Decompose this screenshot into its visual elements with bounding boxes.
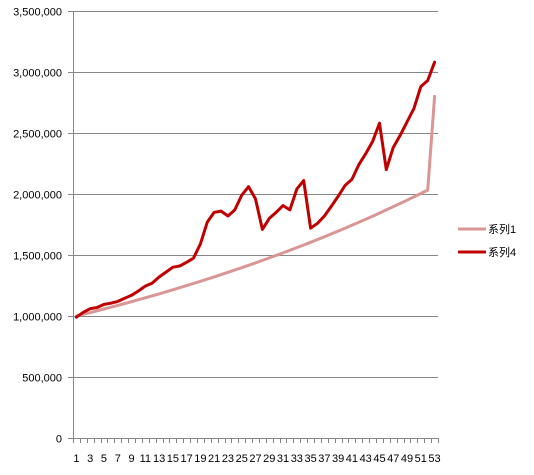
x-tick-label: 3 [87,453,93,465]
gridlines [73,11,438,378]
legend-label: 系列1 [488,222,516,236]
y-tick-label: 3,500,000 [13,7,62,19]
series-lines [74,60,437,319]
x-tick-label: 43 [360,453,372,465]
x-tick-label: 39 [332,453,344,465]
x-tick-label: 15 [167,453,179,465]
x-tick-label: 13 [153,453,165,465]
y-tick-label: 2,000,000 [13,190,62,202]
y-tick-label: 500,000 [22,373,62,385]
y-tick-label: 2,500,000 [13,129,62,141]
x-tick-label: 31 [277,453,289,465]
x-tick-label: 7 [115,453,121,465]
x-tick-label: 33 [291,453,303,465]
x-tick-label: 29 [263,453,275,465]
x-tick-label: 25 [236,453,248,465]
x-tick-label: 23 [222,453,234,465]
x-tick-label: 35 [304,453,316,465]
x-tick-labels: 1 3 5 7 9 11 13 15 17 19 21 23 25 27 29 31 33 35 37 39 41 43 4… [73,453,440,465]
y-tick-label: 3,000,000 [13,68,62,80]
series-line-1 [74,94,437,318]
legend-label: 系列4 [488,245,516,259]
x-tick-label: 27 [249,453,261,465]
x-tick-label: 51 [415,453,427,465]
y-tick-label: 1,000,000 [13,312,62,324]
x-tick-label: 45 [373,453,385,465]
x-tick-label: 49 [401,453,413,465]
x-tick-label: 17 [181,453,193,465]
x-tick-label: 5 [101,453,107,465]
x-tick-label: 53 [428,453,440,465]
x-tick-label: 11 [140,453,151,465]
y-tick-label: 1,500,000 [13,251,62,263]
x-tick-label: 19 [194,453,206,465]
x-tick-label: 47 [387,453,399,465]
legend: 系列1 系列4 [458,222,516,259]
x-tick-label: 41 [346,453,358,465]
x-tick-label: 37 [318,453,330,465]
x-tick-label: 9 [128,453,134,465]
series-line-2 [74,60,437,319]
x-tick-label: 21 [208,453,220,465]
axes [68,11,439,443]
y-tick-labels: 0 500,000 1,000,000 1,500,000 2,000,000 2,500… [13,7,62,446]
x-tick-label: 1 [73,453,79,465]
y-tick-label: 0 [56,434,62,446]
